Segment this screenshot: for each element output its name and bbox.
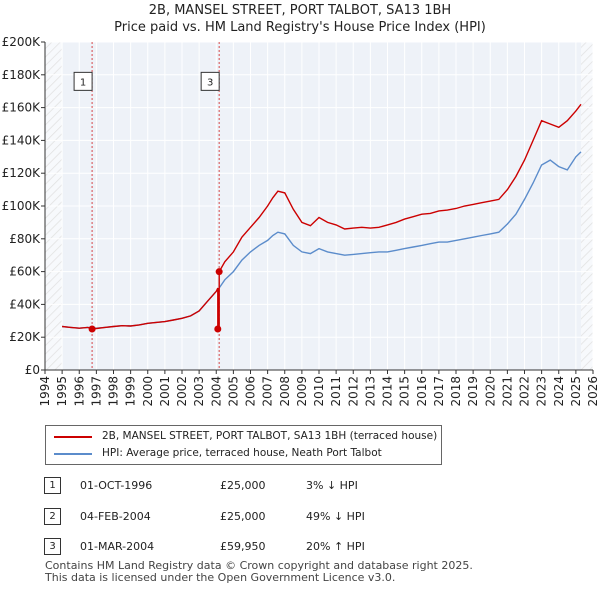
x-tick-label: 1997 bbox=[89, 376, 103, 407]
sale-number: 3 bbox=[44, 538, 61, 555]
x-tick-label: 2016 bbox=[415, 376, 429, 407]
chart-title: 2B, MANSEL STREET, PORT TALBOT, SA13 1BH bbox=[148, 3, 452, 18]
sale-row: 1 01-OCT-1996 £25,000 3% ↓ HPI bbox=[44, 477, 600, 497]
sale-price: £25,000 bbox=[220, 510, 266, 523]
sale-point bbox=[214, 325, 222, 333]
sale-point bbox=[88, 325, 96, 333]
x-tick-label: 1998 bbox=[107, 376, 121, 407]
sale-row: 3 01-MAR-2004 £59,950 20% ↑ HPI bbox=[44, 538, 600, 558]
y-tick-label: £80K bbox=[9, 232, 41, 246]
y-tick-label: £160K bbox=[2, 101, 42, 115]
sale-marker-box bbox=[200, 71, 220, 91]
x-tick-label: 2008 bbox=[278, 376, 292, 407]
x-tick-label: 2013 bbox=[363, 376, 377, 407]
y-tick-label: £140K bbox=[2, 133, 42, 147]
x-tick-label: 2004 bbox=[209, 376, 223, 407]
legend: 2B, MANSEL STREET, PORT TALBOT, SA13 1BH… bbox=[45, 425, 442, 465]
x-tick-label: 2025 bbox=[569, 376, 583, 407]
x-tick-label: 2014 bbox=[381, 376, 395, 407]
x-tick-label: 2020 bbox=[483, 376, 497, 407]
x-tick-label: 2006 bbox=[244, 376, 258, 407]
sale-date: 04-FEB-2004 bbox=[80, 510, 151, 523]
x-tick-label: 2011 bbox=[329, 376, 343, 407]
x-tick-label: 2012 bbox=[346, 376, 360, 407]
legend-label-hpi: HPI: Average price, terraced house, Neat… bbox=[102, 447, 382, 459]
chart-subtitle: Price paid vs. HM Land Registry's House … bbox=[114, 20, 486, 35]
x-tick-label: 2026 bbox=[586, 376, 600, 407]
y-tick-label: £60K bbox=[9, 265, 41, 279]
legend-swatch-property bbox=[54, 436, 92, 438]
x-tick-label: 1999 bbox=[124, 376, 138, 407]
x-tick-label: 2003 bbox=[192, 376, 206, 407]
x-tick-label: 2009 bbox=[295, 376, 309, 407]
x-tick-label: 2005 bbox=[226, 376, 240, 407]
sale-number: 1 bbox=[44, 477, 61, 494]
price-paid-line bbox=[62, 103, 582, 330]
footer-copyright: Contains HM Land Registry data © Crown c… bbox=[45, 559, 473, 572]
sale-date: 01-OCT-1996 bbox=[80, 479, 153, 492]
x-tick-label: 1995 bbox=[55, 376, 69, 407]
sale-row: 2 04-FEB-2004 £25,000 49% ↓ HPI bbox=[44, 508, 600, 528]
x-tick-label: 2017 bbox=[432, 376, 446, 407]
sale-price: £59,950 bbox=[220, 540, 266, 553]
y-tick-label: £180K bbox=[2, 68, 42, 82]
x-tick-label: 2000 bbox=[141, 376, 155, 407]
sale-point bbox=[215, 268, 223, 276]
sale-hpi-change: 49% ↓ HPI bbox=[306, 510, 365, 523]
x-tick-label: 2019 bbox=[466, 376, 480, 407]
x-tick-label: 2015 bbox=[398, 376, 412, 407]
x-tick-label: 2024 bbox=[552, 376, 566, 407]
sale-marker-label: 3 bbox=[207, 77, 213, 88]
x-tick-label: 2001 bbox=[158, 376, 172, 407]
y-tick-label: £120K bbox=[2, 166, 42, 180]
y-tick-label: £20K bbox=[9, 330, 41, 344]
x-tick-label: 2023 bbox=[535, 376, 549, 407]
price-chart: 1 3 £0 £20K £40K £60K £80K £100K £120K £140K £160… bbox=[2, 35, 600, 407]
sale-marker-label: 1 bbox=[80, 77, 86, 88]
y-tick-label: £100K bbox=[2, 199, 42, 213]
sale-date: 01-MAR-2004 bbox=[80, 540, 155, 553]
sale-hpi-change: 3% ↓ HPI bbox=[306, 479, 358, 492]
x-tick-label: 2021 bbox=[500, 376, 514, 407]
y-tick-label: £40K bbox=[9, 297, 41, 311]
sale-marker-box bbox=[73, 71, 93, 91]
footer: Contains HM Land Registry data © Crown c… bbox=[45, 560, 473, 584]
x-tick-label: 2007 bbox=[261, 376, 275, 407]
sale-hpi-change: 20% ↑ HPI bbox=[306, 540, 365, 553]
y-tick-label: £200K bbox=[2, 35, 42, 49]
legend-swatch-hpi bbox=[54, 453, 92, 455]
x-tick-label: 2018 bbox=[449, 376, 463, 407]
footer-licence: This data is licensed under the Open Gov… bbox=[45, 571, 396, 584]
x-tick-label: 1994 bbox=[38, 376, 52, 407]
legend-label-property: 2B, MANSEL STREET, PORT TALBOT, SA13 1BH… bbox=[102, 430, 438, 442]
y-tick-label: £0 bbox=[25, 363, 40, 377]
x-tick-label: 2010 bbox=[312, 376, 326, 407]
x-tick-label: 2022 bbox=[518, 376, 532, 407]
sale-number: 2 bbox=[44, 508, 61, 525]
sale-price: £25,000 bbox=[220, 479, 266, 492]
x-tick-label: 2002 bbox=[175, 376, 189, 407]
x-tick-label: 1996 bbox=[72, 376, 86, 407]
